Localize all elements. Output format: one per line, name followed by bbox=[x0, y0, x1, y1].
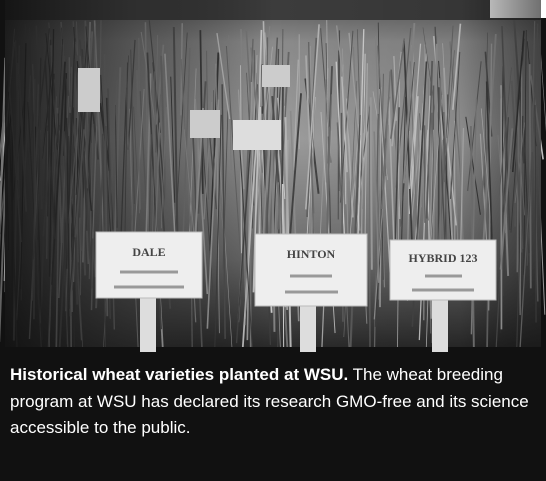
caption-text: The wheat breeding program at WSU has de… bbox=[10, 365, 529, 437]
sign-label: HYBRID 123 bbox=[408, 251, 477, 265]
sign bbox=[254, 233, 368, 307]
back-sign bbox=[233, 120, 281, 150]
sign-label: DALE bbox=[132, 245, 165, 259]
sign-label: HINTON bbox=[287, 247, 336, 261]
caption: Historical wheat varieties planted at WS… bbox=[10, 362, 536, 442]
stake bbox=[432, 296, 448, 352]
wheat-stalk bbox=[539, 46, 546, 132]
back-sign bbox=[262, 65, 290, 87]
wheat-stalk bbox=[0, 57, 7, 252]
back-sign bbox=[78, 68, 100, 112]
stake bbox=[300, 304, 316, 352]
back-sign bbox=[190, 110, 220, 138]
photo: DALE HINTON HYBRID 123 bbox=[0, 0, 546, 352]
stake bbox=[140, 296, 156, 352]
caption-lead: Historical wheat varieties planted at WS… bbox=[10, 365, 349, 384]
